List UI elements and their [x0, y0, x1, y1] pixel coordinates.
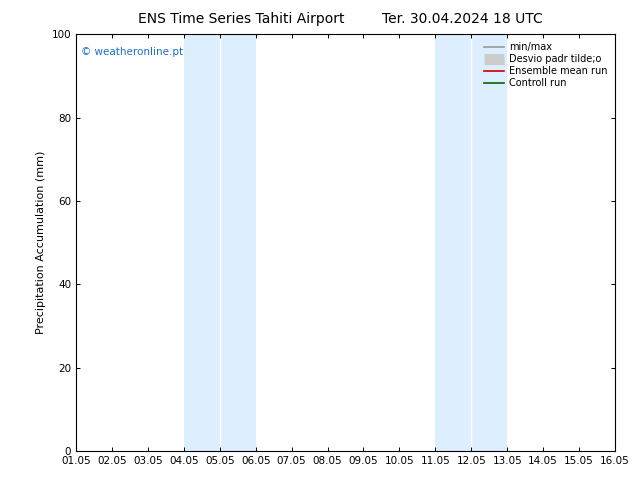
Text: Ter. 30.04.2024 18 UTC: Ter. 30.04.2024 18 UTC [382, 12, 543, 26]
Bar [471, 34, 507, 451]
Bar [220, 34, 256, 451]
Legend: min/max, Desvio padr tilde;o, Ensemble mean run, Controll run: min/max, Desvio padr tilde;o, Ensemble m… [481, 39, 610, 91]
Bar [436, 34, 471, 451]
Bar [184, 34, 220, 451]
Text: © weatheronline.pt: © weatheronline.pt [81, 47, 184, 57]
Y-axis label: Precipitation Accumulation (mm): Precipitation Accumulation (mm) [36, 151, 46, 334]
Text: ENS Time Series Tahiti Airport: ENS Time Series Tahiti Airport [138, 12, 344, 26]
